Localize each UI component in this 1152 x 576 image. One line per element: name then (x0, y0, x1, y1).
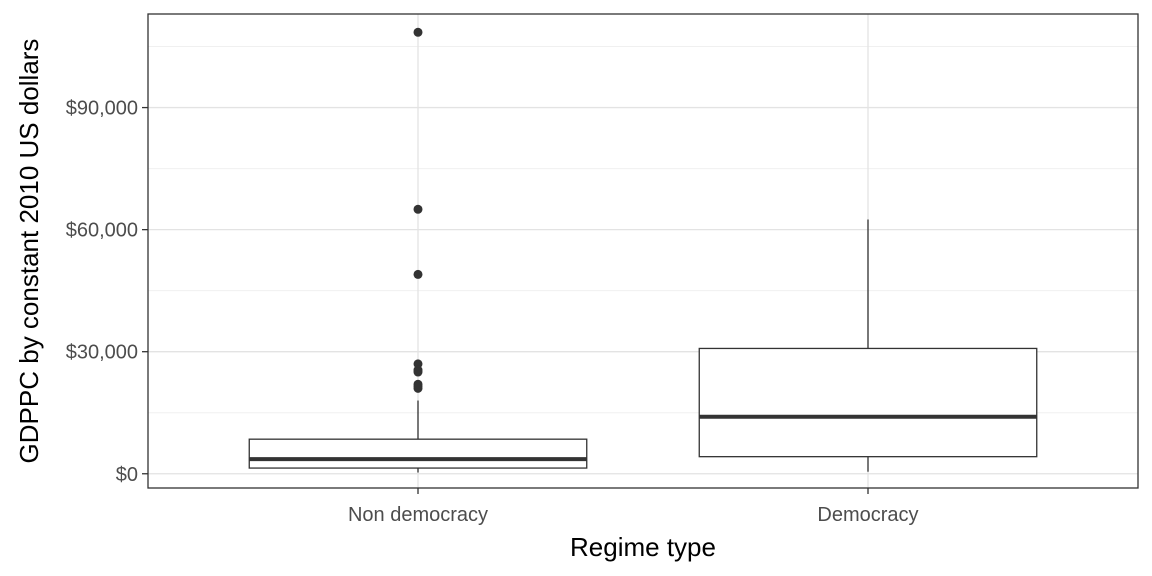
box-series (248, 27, 1038, 473)
y-tick-label: $60,000 (66, 220, 138, 242)
y-tick-label: $0 (116, 464, 138, 486)
iqr-box (248, 438, 588, 469)
outlier-point (413, 269, 423, 279)
outlier-point (413, 204, 423, 214)
x-axis-title: Regime type (570, 532, 716, 562)
iqr-box (698, 347, 1038, 458)
plot-panel-border (147, 13, 1139, 489)
box-democracy (698, 219, 1038, 472)
outlier-point (413, 383, 423, 393)
axes: $0 $30,000 $60,000 $90,000 Non democracy Demo… (66, 98, 919, 526)
y-tick-label: $30,000 (66, 342, 138, 364)
y-tick-label: $90,000 (66, 98, 138, 120)
outlier-point (413, 27, 423, 37)
box-non-democracy (248, 27, 588, 473)
x-tick-label: Non democracy (348, 504, 488, 526)
outlier-point (413, 367, 423, 377)
y-axis-title: GDPPC by constant 2010 US dollars (14, 39, 44, 464)
x-tick-label: Democracy (817, 504, 918, 526)
